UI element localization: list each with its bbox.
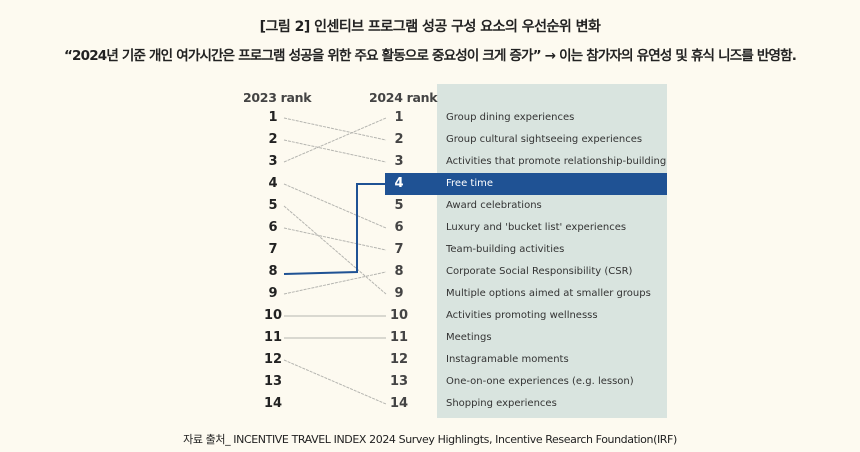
item-label: Luxury and 'bucket list' experiences — [446, 222, 627, 233]
figure-title: [그림 2] 인센티브 프로그램 성공 구성 요소의 우선순위 변화 — [259, 19, 601, 35]
item-label: Meetings — [446, 332, 492, 343]
figure-subtitle: “2024년 기준 개인 여가시간은 프로그램 성공을 위한 주요 활동으로 중… — [63, 48, 797, 64]
rank-2024: 13 — [389, 374, 409, 389]
rank-2024: 11 — [389, 330, 409, 345]
rank-2024: 4 — [394, 176, 404, 191]
rank-link — [283, 359, 387, 405]
rank-2024: 2 — [394, 132, 404, 147]
rank-link — [283, 117, 387, 163]
item-label: Group cultural sightseeing experiences — [446, 134, 643, 145]
rank-link — [283, 117, 387, 141]
item-label: Team-building activities — [446, 244, 565, 255]
items-panel — [437, 84, 667, 418]
item-label: Shopping experiences — [446, 398, 557, 409]
rank-2023: 3 — [268, 154, 278, 169]
rank-2024: 1 — [394, 110, 404, 125]
header-2023: 2023 rank — [243, 90, 312, 105]
item-label: Activities that promote relationship-bui… — [446, 156, 667, 167]
highlight-bar — [385, 173, 667, 195]
item-label: Instagramable moments — [446, 354, 569, 365]
rank-2023: 14 — [263, 396, 283, 411]
rank-2023: 5 — [268, 198, 278, 213]
rank-2024: 14 — [389, 396, 409, 411]
rank-2023: 6 — [268, 220, 278, 235]
rank-2024: 8 — [394, 264, 404, 279]
rank-link — [283, 183, 387, 229]
rank-2023: 10 — [263, 308, 283, 323]
item-label: Activities promoting wellnesss — [446, 310, 598, 321]
rank-2023: 9 — [268, 286, 278, 301]
item-label: Multiple options aimed at smaller groups — [446, 288, 651, 299]
rank-link — [283, 139, 387, 163]
rank-2023: 12 — [263, 352, 283, 367]
highlight-link — [283, 183, 385, 275]
rank-link — [283, 271, 387, 295]
rank-2023: 2 — [268, 132, 278, 147]
rank-2024: 12 — [389, 352, 409, 367]
item-label: Free time — [446, 178, 493, 189]
item-label: Corporate Social Responsibility (CSR) — [446, 266, 633, 277]
rank-2023: 1 — [268, 110, 278, 125]
item-label: One-on-one experiences (e.g. lesson) — [446, 376, 634, 387]
header-2024: 2024 rank — [369, 90, 438, 105]
item-label: Group dining experiences — [446, 112, 575, 123]
rank-2024: 9 — [394, 286, 404, 301]
source-note: 자료 출처_ INCENTIVE TRAVEL INDEX 2024 Surve… — [183, 433, 677, 446]
rank-2023: 4 — [268, 176, 278, 191]
item-label: Award celebrations — [446, 200, 542, 211]
rank-2024: 7 — [394, 242, 404, 257]
rank-2023: 7 — [268, 242, 278, 257]
rank-2024: 6 — [394, 220, 404, 235]
rank-2023: 8 — [268, 264, 278, 279]
rank-2023: 11 — [263, 330, 283, 345]
rank-2024: 5 — [394, 198, 404, 213]
rank-link — [283, 227, 387, 251]
rank-2024: 10 — [389, 308, 409, 323]
rank-2024: 3 — [394, 154, 404, 169]
rank-2023: 13 — [263, 374, 283, 389]
rank-link — [283, 205, 387, 295]
